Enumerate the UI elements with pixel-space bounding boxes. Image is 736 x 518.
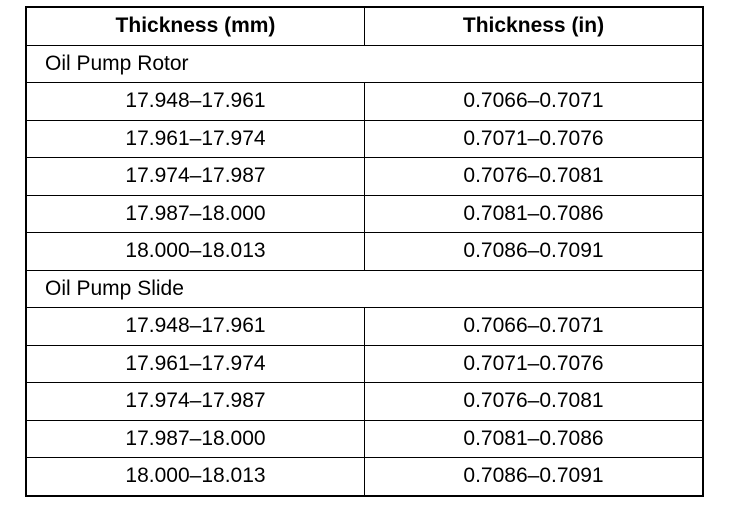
data-row: 17.974–17.987 0.7076–0.7081 [25,157,704,196]
data-cell: 0.7066–0.7071 [364,82,704,121]
data-cell: 17.948–17.961 [25,82,365,121]
data-cell: 17.987–18.000 [25,419,365,458]
data-row: 17.987–18.000 0.7081–0.7086 [25,194,704,233]
data-cell: 17.961–17.974 [25,344,365,383]
data-row: 18.000–18.013 0.7086–0.7091 [25,232,704,271]
data-row: 17.961–17.974 0.7071–0.7076 [25,344,704,383]
data-cell: 0.7076–0.7081 [364,382,704,421]
table-body: Oil Pump Rotor 17.948–17.961 0.7066–0.7071… [25,44,704,496]
data-cell: 0.7081–0.7086 [364,419,704,458]
data-cell: 18.000–18.013 [25,232,365,271]
header-row: Thickness (mm) Thickness (in) [25,6,704,46]
data-cell: 0.7071–0.7076 [364,119,704,158]
section-row: Oil Pump Slide [25,269,704,308]
data-row: 17.948–17.961 0.7066–0.7071 [25,307,704,346]
data-cell: 0.7066–0.7071 [364,307,704,346]
section-title: Oil Pump Rotor [25,44,704,83]
data-row: 17.974–17.987 0.7076–0.7081 [25,382,704,421]
section-row: Oil Pump Rotor [25,44,704,83]
data-row: 17.987–18.000 0.7081–0.7086 [25,419,704,458]
data-cell: 0.7081–0.7086 [364,194,704,233]
data-cell: 0.7076–0.7081 [364,157,704,196]
header-cell: Thickness (mm) [25,6,365,46]
data-cell: 0.7086–0.7091 [364,232,704,271]
data-cell: 17.948–17.961 [25,307,365,346]
data-cell: 0.7071–0.7076 [364,344,704,383]
section-title: Oil Pump Slide [25,269,704,308]
data-cell: 17.974–17.987 [25,382,365,421]
header-cell: Thickness (in) [364,6,704,46]
data-cell: 17.961–17.974 [25,119,365,158]
data-row: 17.948–17.961 0.7066–0.7071 [25,82,704,121]
data-cell: 17.987–18.000 [25,194,365,233]
data-cell: 18.000–18.013 [25,457,365,496]
data-cell: 17.974–17.987 [25,157,365,196]
data-row: 18.000–18.013 0.7086–0.7091 [25,457,704,496]
table-head: Thickness (mm) Thickness (in) [25,6,704,46]
data-cell: 0.7086–0.7091 [364,457,704,496]
data-row: 17.961–17.974 0.7071–0.7076 [25,119,704,158]
spec-table: Thickness (mm) Thickness (in) Oil Pump R… [25,6,704,497]
